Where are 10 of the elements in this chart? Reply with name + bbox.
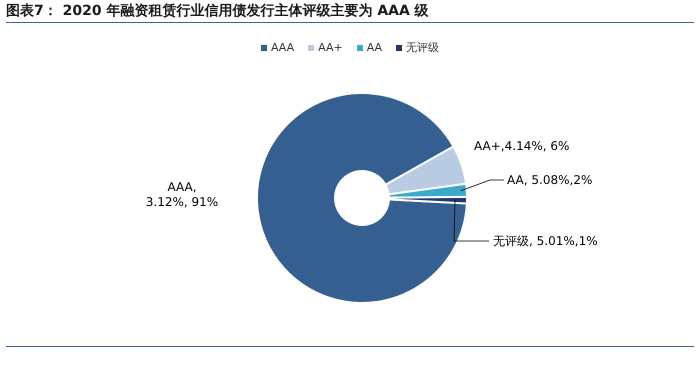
chart-title: 图表7： 2020 年融资租赁行业信用债发行主体评级主要为 AAA 级 [6, 2, 694, 23]
legend-label: AA+ [317, 40, 343, 55]
data-label: AA, 5.08%,2% [507, 173, 592, 187]
legend-label: AAA [270, 40, 294, 55]
data-label: 无评级, 5.01%,1% [493, 234, 598, 248]
data-label: AAA, 3.12%, 91% [146, 180, 218, 209]
donut-slice [256, 92, 468, 304]
data-label: AA+,4.14%, 6% [474, 139, 570, 153]
legend-label: AA [366, 40, 382, 55]
legend-label: 无评级 [405, 40, 440, 55]
